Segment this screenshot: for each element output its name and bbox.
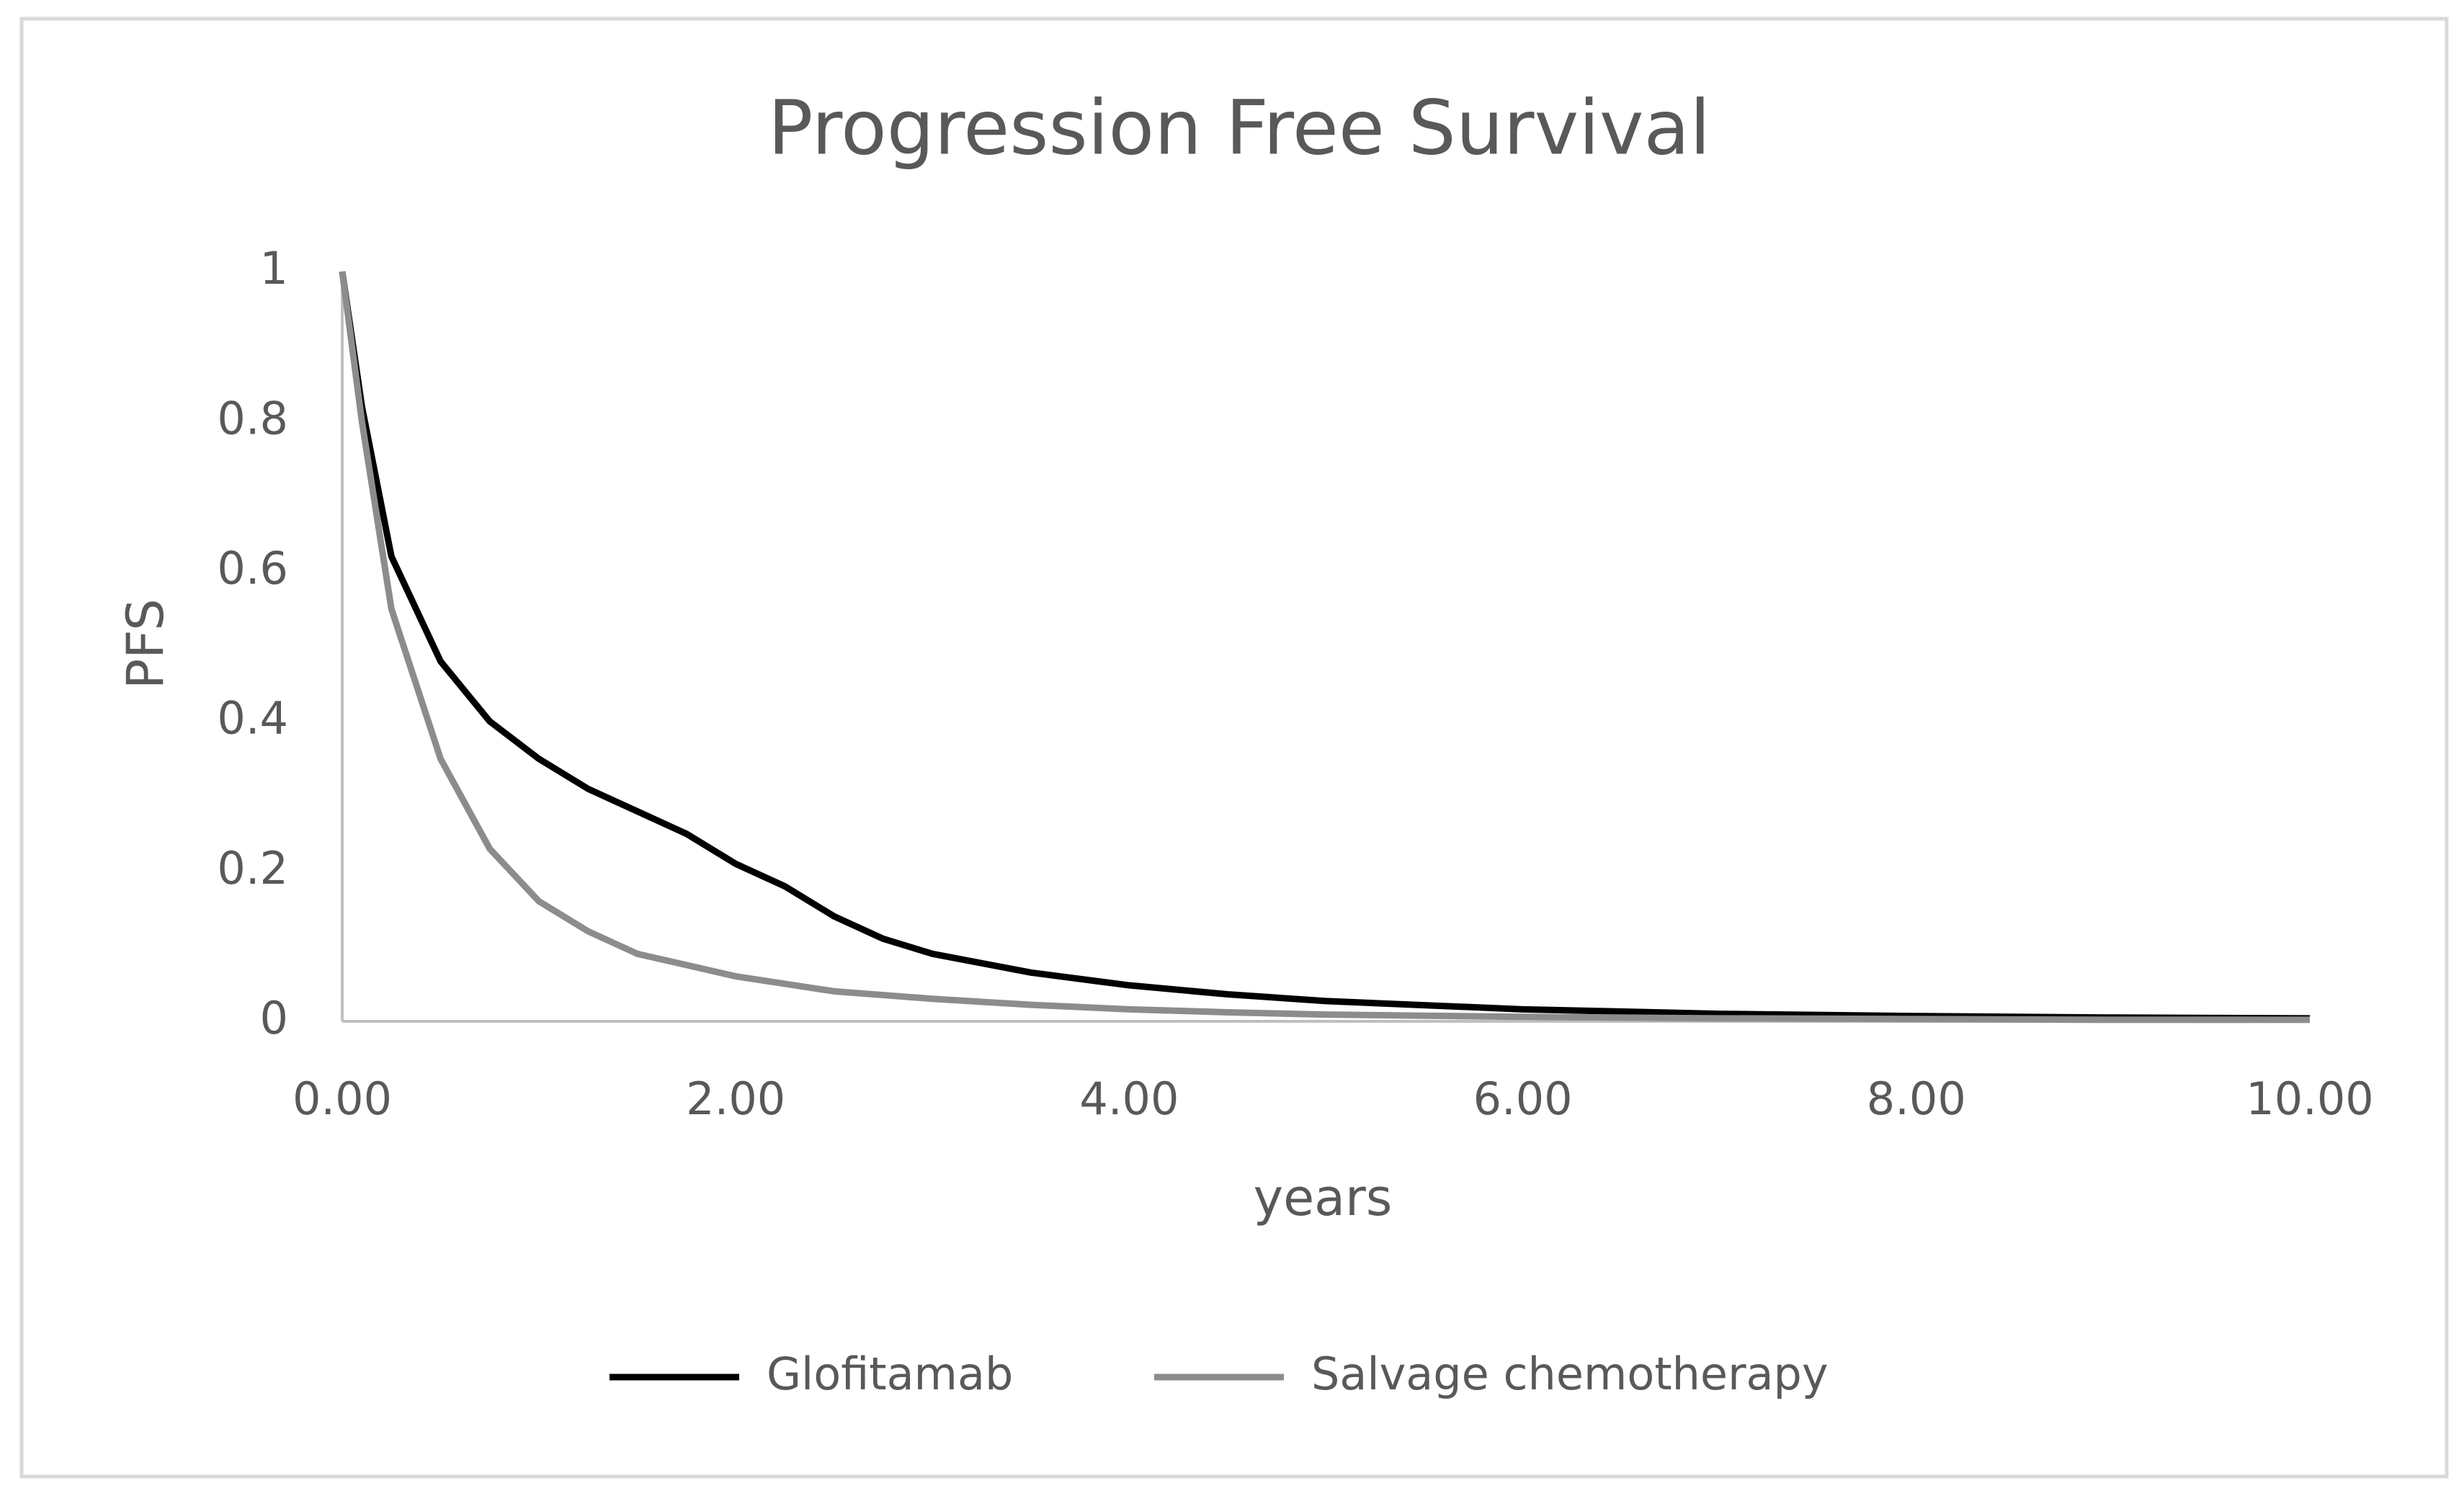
y-axis-title: PFS bbox=[116, 599, 175, 689]
x-axis-title: years bbox=[1254, 1168, 1393, 1227]
legend-label: Glofitamab bbox=[767, 1348, 1013, 1400]
y-tick-label: 0.6 bbox=[217, 542, 288, 594]
x-tick-label: 6.00 bbox=[1473, 1072, 1573, 1125]
legend-label: Salvage chemotherapy bbox=[1311, 1348, 1829, 1400]
x-tick-label: 2.00 bbox=[686, 1072, 785, 1125]
x-tick-label: 8.00 bbox=[1867, 1072, 1966, 1125]
series-line bbox=[339, 271, 2310, 1023]
x-tick-label: 4.00 bbox=[1079, 1072, 1179, 1125]
chart-title: Progression Free Survival bbox=[768, 84, 1710, 171]
series-line bbox=[339, 271, 2311, 1022]
y-tick-label: 0.4 bbox=[217, 692, 288, 745]
y-tick-label: 1 bbox=[260, 242, 288, 295]
y-tick-label: 0.2 bbox=[217, 842, 288, 895]
x-tick-label: 10.00 bbox=[2246, 1072, 2374, 1125]
x-tick-label: 0.00 bbox=[293, 1072, 392, 1125]
y-tick-label: 0 bbox=[260, 992, 288, 1044]
y-tick-label: 0.8 bbox=[217, 392, 288, 444]
chart-border bbox=[19, 17, 2449, 1479]
